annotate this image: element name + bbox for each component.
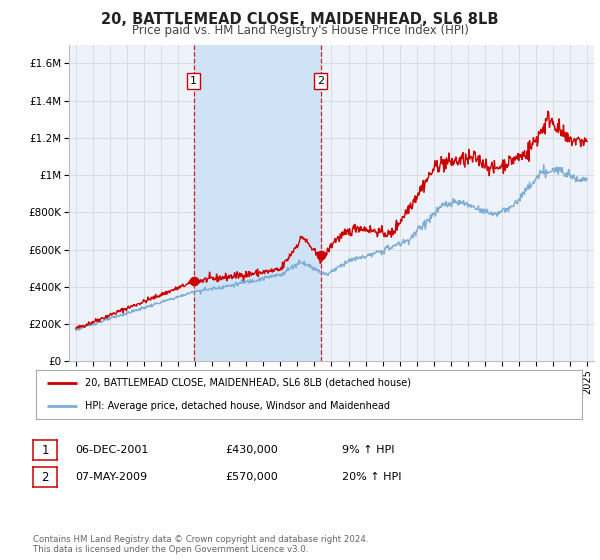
Text: Contains HM Land Registry data © Crown copyright and database right 2024.
This d: Contains HM Land Registry data © Crown c… — [33, 535, 368, 554]
Text: £430,000: £430,000 — [225, 445, 278, 455]
Text: 06-DEC-2001: 06-DEC-2001 — [75, 445, 148, 455]
Text: 2: 2 — [41, 470, 49, 484]
Text: 20% ↑ HPI: 20% ↑ HPI — [342, 472, 401, 482]
Text: £570,000: £570,000 — [225, 472, 278, 482]
Text: 1: 1 — [41, 444, 49, 457]
Text: 07-MAY-2009: 07-MAY-2009 — [75, 472, 147, 482]
Text: Price paid vs. HM Land Registry's House Price Index (HPI): Price paid vs. HM Land Registry's House … — [131, 24, 469, 36]
Text: 9% ↑ HPI: 9% ↑ HPI — [342, 445, 395, 455]
Text: 20, BATTLEMEAD CLOSE, MAIDENHEAD, SL6 8LB: 20, BATTLEMEAD CLOSE, MAIDENHEAD, SL6 8L… — [101, 12, 499, 27]
Text: 20, BATTLEMEAD CLOSE, MAIDENHEAD, SL6 8LB (detached house): 20, BATTLEMEAD CLOSE, MAIDENHEAD, SL6 8L… — [85, 378, 411, 388]
Text: HPI: Average price, detached house, Windsor and Maidenhead: HPI: Average price, detached house, Wind… — [85, 400, 390, 410]
Text: 2: 2 — [317, 76, 324, 86]
Bar — [194, 45, 320, 361]
Text: 1: 1 — [190, 76, 197, 86]
